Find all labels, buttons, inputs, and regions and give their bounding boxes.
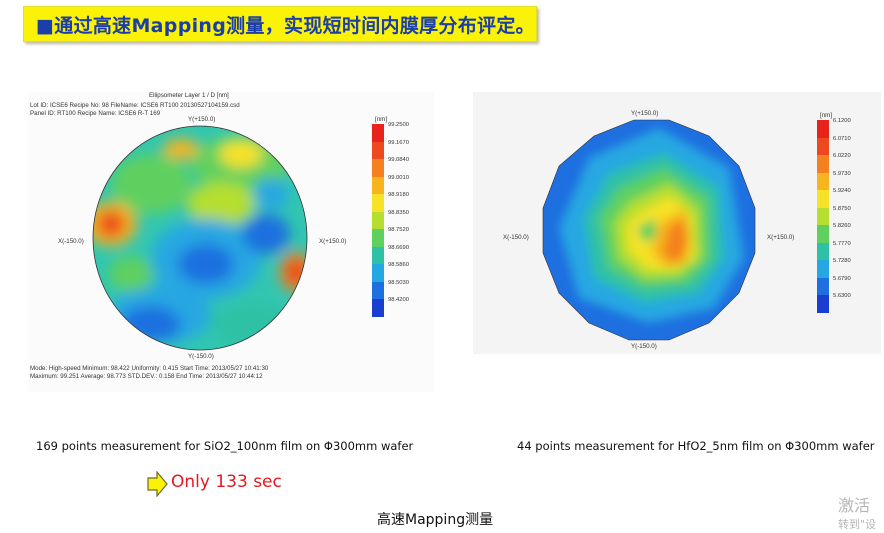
sio2-legend-swatch — [372, 246, 384, 264]
hfo2-legend-value: 5.8750 — [833, 205, 851, 212]
activation-watermark-line1: 激活 — [838, 496, 871, 515]
hfo2-legend-value: 5.9240 — [833, 188, 851, 194]
hfo2-legend-value: 5.8260 — [833, 223, 851, 229]
hfo2-thickness-wafer-map — [542, 119, 756, 341]
hfo2-legend-swatch — [817, 172, 829, 190]
hfo2-legend-value: 5.7280 — [833, 258, 851, 264]
map-footer-line2: Maximum: 99.251 Average: 98.773 STD.DEV.… — [30, 373, 263, 380]
legend-unit: [nm] — [820, 112, 833, 119]
hfo2-legend-swatch — [817, 207, 829, 225]
hfo2-legend-swatch — [817, 155, 829, 173]
sio2-legend-value: 99.2500 — [388, 122, 409, 128]
axis-right-label: X(+150.0) — [319, 238, 347, 245]
hfo2-legend-value: 5.9730 — [833, 170, 851, 177]
sio2-legend-value: 98.9180 — [388, 192, 409, 198]
map-header-line2: Panel ID: RT100 Recipe Name: ICSE6 R-T 1… — [30, 110, 161, 117]
sio2-legend-swatch — [372, 124, 384, 142]
axis-left-label: X(-150.0) — [58, 238, 84, 245]
hfo2-color-legend: 6.1200 6.0710 6.0220 5.9730 5.9240 5.8750 5.82… — [817, 118, 877, 313]
sio2-legend-value: 99.1670 — [388, 139, 409, 146]
sio2-legend-swatch — [372, 176, 384, 194]
bullet-square-icon: ■ — [36, 15, 55, 37]
hfo2-legend-value: 5.6790 — [833, 275, 851, 282]
sio2-legend-swatch — [372, 194, 384, 212]
axis-left-label: X(-150.0) — [503, 234, 529, 241]
banner-text: 通过高速Mapping测量，实现短时间内膜厚分布评定。 — [54, 15, 535, 37]
map-footer-line1: Mode: High-speed Minimum: 98.422 Uniform… — [30, 365, 269, 372]
axis-bottom-label: Y(-150.0) — [188, 353, 214, 360]
sio2-legend-value: 99.0010 — [388, 174, 409, 181]
sio2-legend-value: 98.4200 — [388, 297, 409, 303]
sio2-legend-swatch — [372, 211, 384, 229]
hfo2-legend-swatch — [817, 137, 829, 155]
hfo2-legend-swatch — [817, 120, 829, 138]
sio2-color-legend: 99.2500 99.1670 99.0840 99.0010 98.9180 98.83… — [372, 122, 432, 317]
sio2-legend-value: 98.7520 — [388, 227, 409, 233]
title-banner: ■通过高速Mapping测量，实现短时间内膜厚分布评定。 — [23, 6, 537, 42]
axis-top-label: Y(+150.0) — [188, 116, 216, 123]
sio2-thickness-wafer-map — [92, 125, 308, 351]
map-title: Ellipsometer Layer 1 / D [nm] — [149, 92, 229, 99]
hfo2-legend-swatch — [817, 225, 829, 243]
hfo2-legend-swatch — [817, 190, 829, 208]
sio2-legend-swatch — [372, 159, 384, 177]
arrow-right-icon — [147, 471, 168, 497]
hfo2-caption: 44 points measurement for HfO2_5nm film … — [517, 439, 875, 453]
legend-unit: [nm] — [375, 116, 388, 123]
hfo2-legend-value: 6.0710 — [833, 135, 851, 142]
sio2-legend-value: 98.8350 — [388, 209, 409, 216]
hfo2-legend-value: 6.0220 — [833, 153, 851, 159]
sio2-legend-swatch — [372, 299, 384, 317]
hfo2-legend-value: 5.7770 — [833, 240, 851, 247]
only-133-sec-label: Only 133 sec — [171, 472, 282, 492]
sio2-legend-swatch — [372, 281, 384, 299]
hfo2-legend-swatch — [817, 242, 829, 260]
sio2-legend-value: 98.5860 — [388, 262, 409, 268]
sio2-legend-value: 99.0840 — [388, 157, 409, 163]
hfo2-legend-value: 6.1200 — [833, 118, 851, 124]
map-header-line1: Lot ID: ICSE6 Recipe No: 98 FileName: IC… — [30, 102, 240, 109]
hfo2-legend-swatch — [817, 277, 829, 295]
sio2-legend-value: 98.6690 — [388, 244, 409, 251]
activation-watermark-line2: 转到"设 — [838, 518, 877, 531]
sio2-legend-swatch — [372, 264, 384, 282]
hfo2-legend-swatch — [817, 260, 829, 278]
sio2-legend-swatch — [372, 229, 384, 247]
sio2-caption: 169 points measurement for SiO2_100nm fi… — [36, 439, 414, 453]
hfo2-map-panel: Y(+150.0) Y(-150.0) X(-150.0) X(+150.0) … — [473, 92, 881, 354]
axis-top-label: Y(+150.0) — [631, 110, 659, 117]
bottom-title: 高速Mapping测量 — [377, 512, 494, 528]
sio2-map-panel: Ellipsometer Layer 1 / D [nm] Lot ID: IC… — [28, 92, 434, 392]
sio2-legend-swatch — [372, 141, 384, 159]
hfo2-legend-value: 5.6300 — [833, 293, 851, 299]
sio2-legend-value: 98.5030 — [388, 279, 409, 286]
axis-bottom-label: Y(-150.0) — [631, 343, 657, 350]
banner-title: ■通过高速Mapping测量，实现短时间内膜厚分布评定。 — [36, 11, 535, 38]
hfo2-legend-swatch — [817, 295, 829, 313]
axis-right-label: X(+150.0) — [767, 234, 795, 241]
